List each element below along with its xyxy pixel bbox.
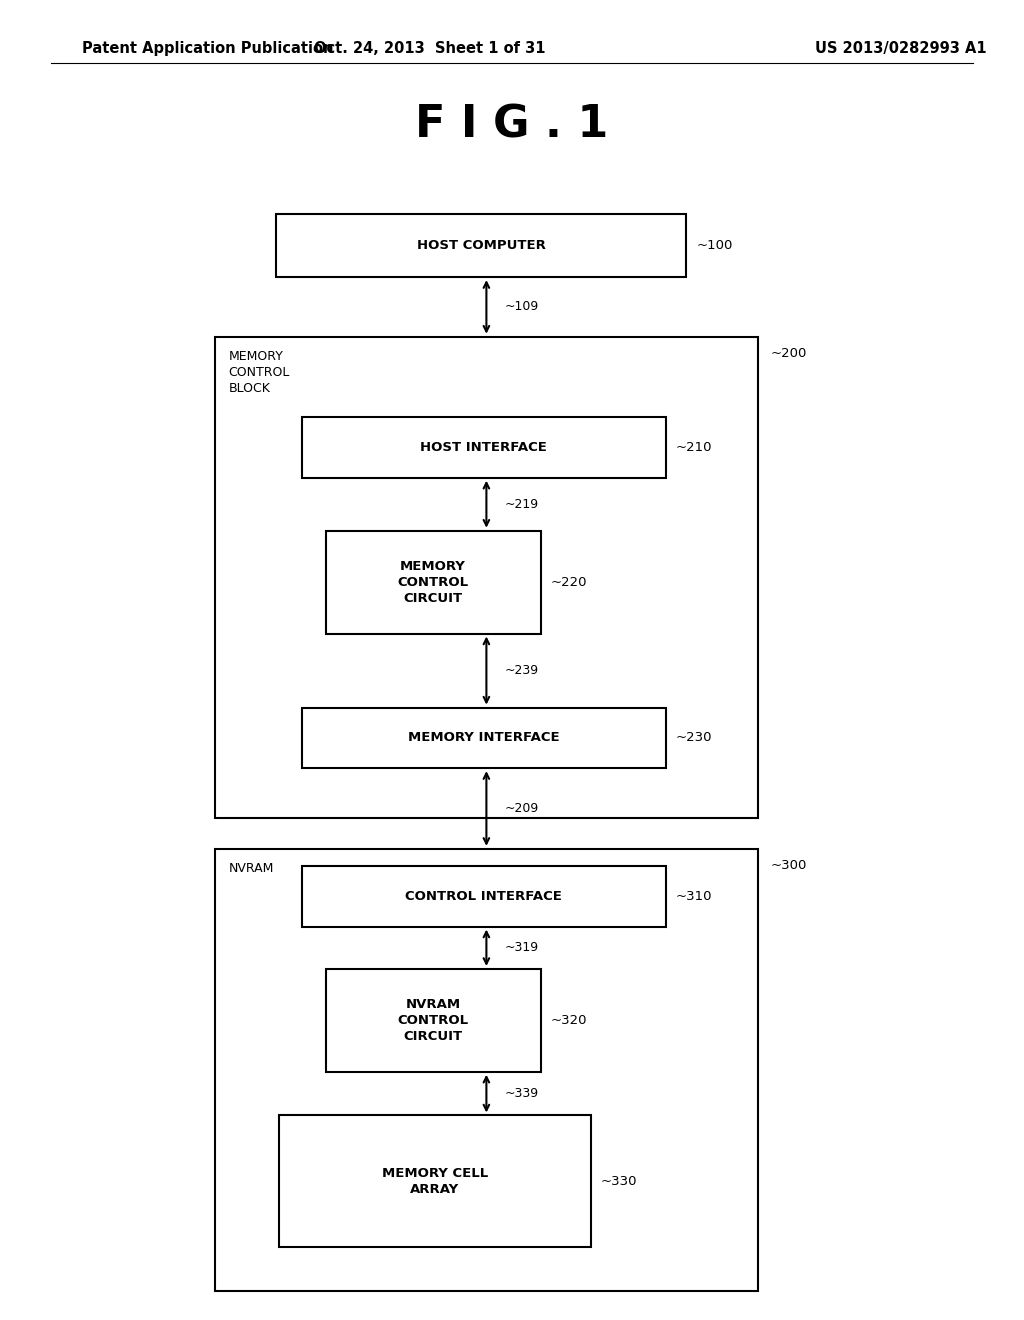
Text: ~320: ~320: [551, 1014, 588, 1027]
Bar: [302, 708, 666, 768]
Text: MEMORY CELL
ARRAY: MEMORY CELL ARRAY: [382, 1167, 487, 1196]
Text: NVRAM: NVRAM: [228, 862, 273, 875]
Bar: [279, 1115, 591, 1247]
Text: NVRAM
CONTROL
CIRCUIT: NVRAM CONTROL CIRCUIT: [397, 998, 469, 1043]
Text: HOST INTERFACE: HOST INTERFACE: [421, 441, 547, 454]
Text: ~330: ~330: [601, 1175, 638, 1188]
Text: ~209: ~209: [505, 803, 539, 814]
Text: F I G . 1: F I G . 1: [416, 104, 608, 147]
Bar: [326, 969, 541, 1072]
Bar: [302, 866, 666, 927]
Text: ~210: ~210: [676, 441, 713, 454]
Text: Oct. 24, 2013  Sheet 1 of 31: Oct. 24, 2013 Sheet 1 of 31: [314, 41, 546, 57]
Text: Patent Application Publication: Patent Application Publication: [82, 41, 334, 57]
Bar: [326, 531, 541, 634]
Text: ~300: ~300: [771, 859, 808, 873]
Bar: [215, 337, 758, 818]
Text: ~230: ~230: [676, 731, 713, 744]
Text: ~339: ~339: [505, 1088, 539, 1100]
Text: ~310: ~310: [676, 890, 713, 903]
Text: ~100: ~100: [696, 239, 733, 252]
Bar: [215, 849, 758, 1291]
Text: US 2013/0282993 A1: US 2013/0282993 A1: [815, 41, 987, 57]
Text: ~220: ~220: [551, 576, 588, 589]
Text: HOST COMPUTER: HOST COMPUTER: [417, 239, 546, 252]
Text: ~200: ~200: [771, 347, 808, 360]
Bar: [276, 214, 686, 277]
Text: ~219: ~219: [505, 498, 539, 511]
Text: MEMORY
CONTROL
BLOCK: MEMORY CONTROL BLOCK: [228, 350, 290, 395]
Text: ~239: ~239: [505, 664, 539, 677]
Bar: [302, 417, 666, 478]
Text: CONTROL INTERFACE: CONTROL INTERFACE: [406, 890, 562, 903]
Text: ~319: ~319: [505, 941, 539, 954]
Text: MEMORY INTERFACE: MEMORY INTERFACE: [408, 731, 560, 744]
Text: MEMORY
CONTROL
CIRCUIT: MEMORY CONTROL CIRCUIT: [397, 560, 469, 605]
Text: ~109: ~109: [505, 301, 539, 313]
